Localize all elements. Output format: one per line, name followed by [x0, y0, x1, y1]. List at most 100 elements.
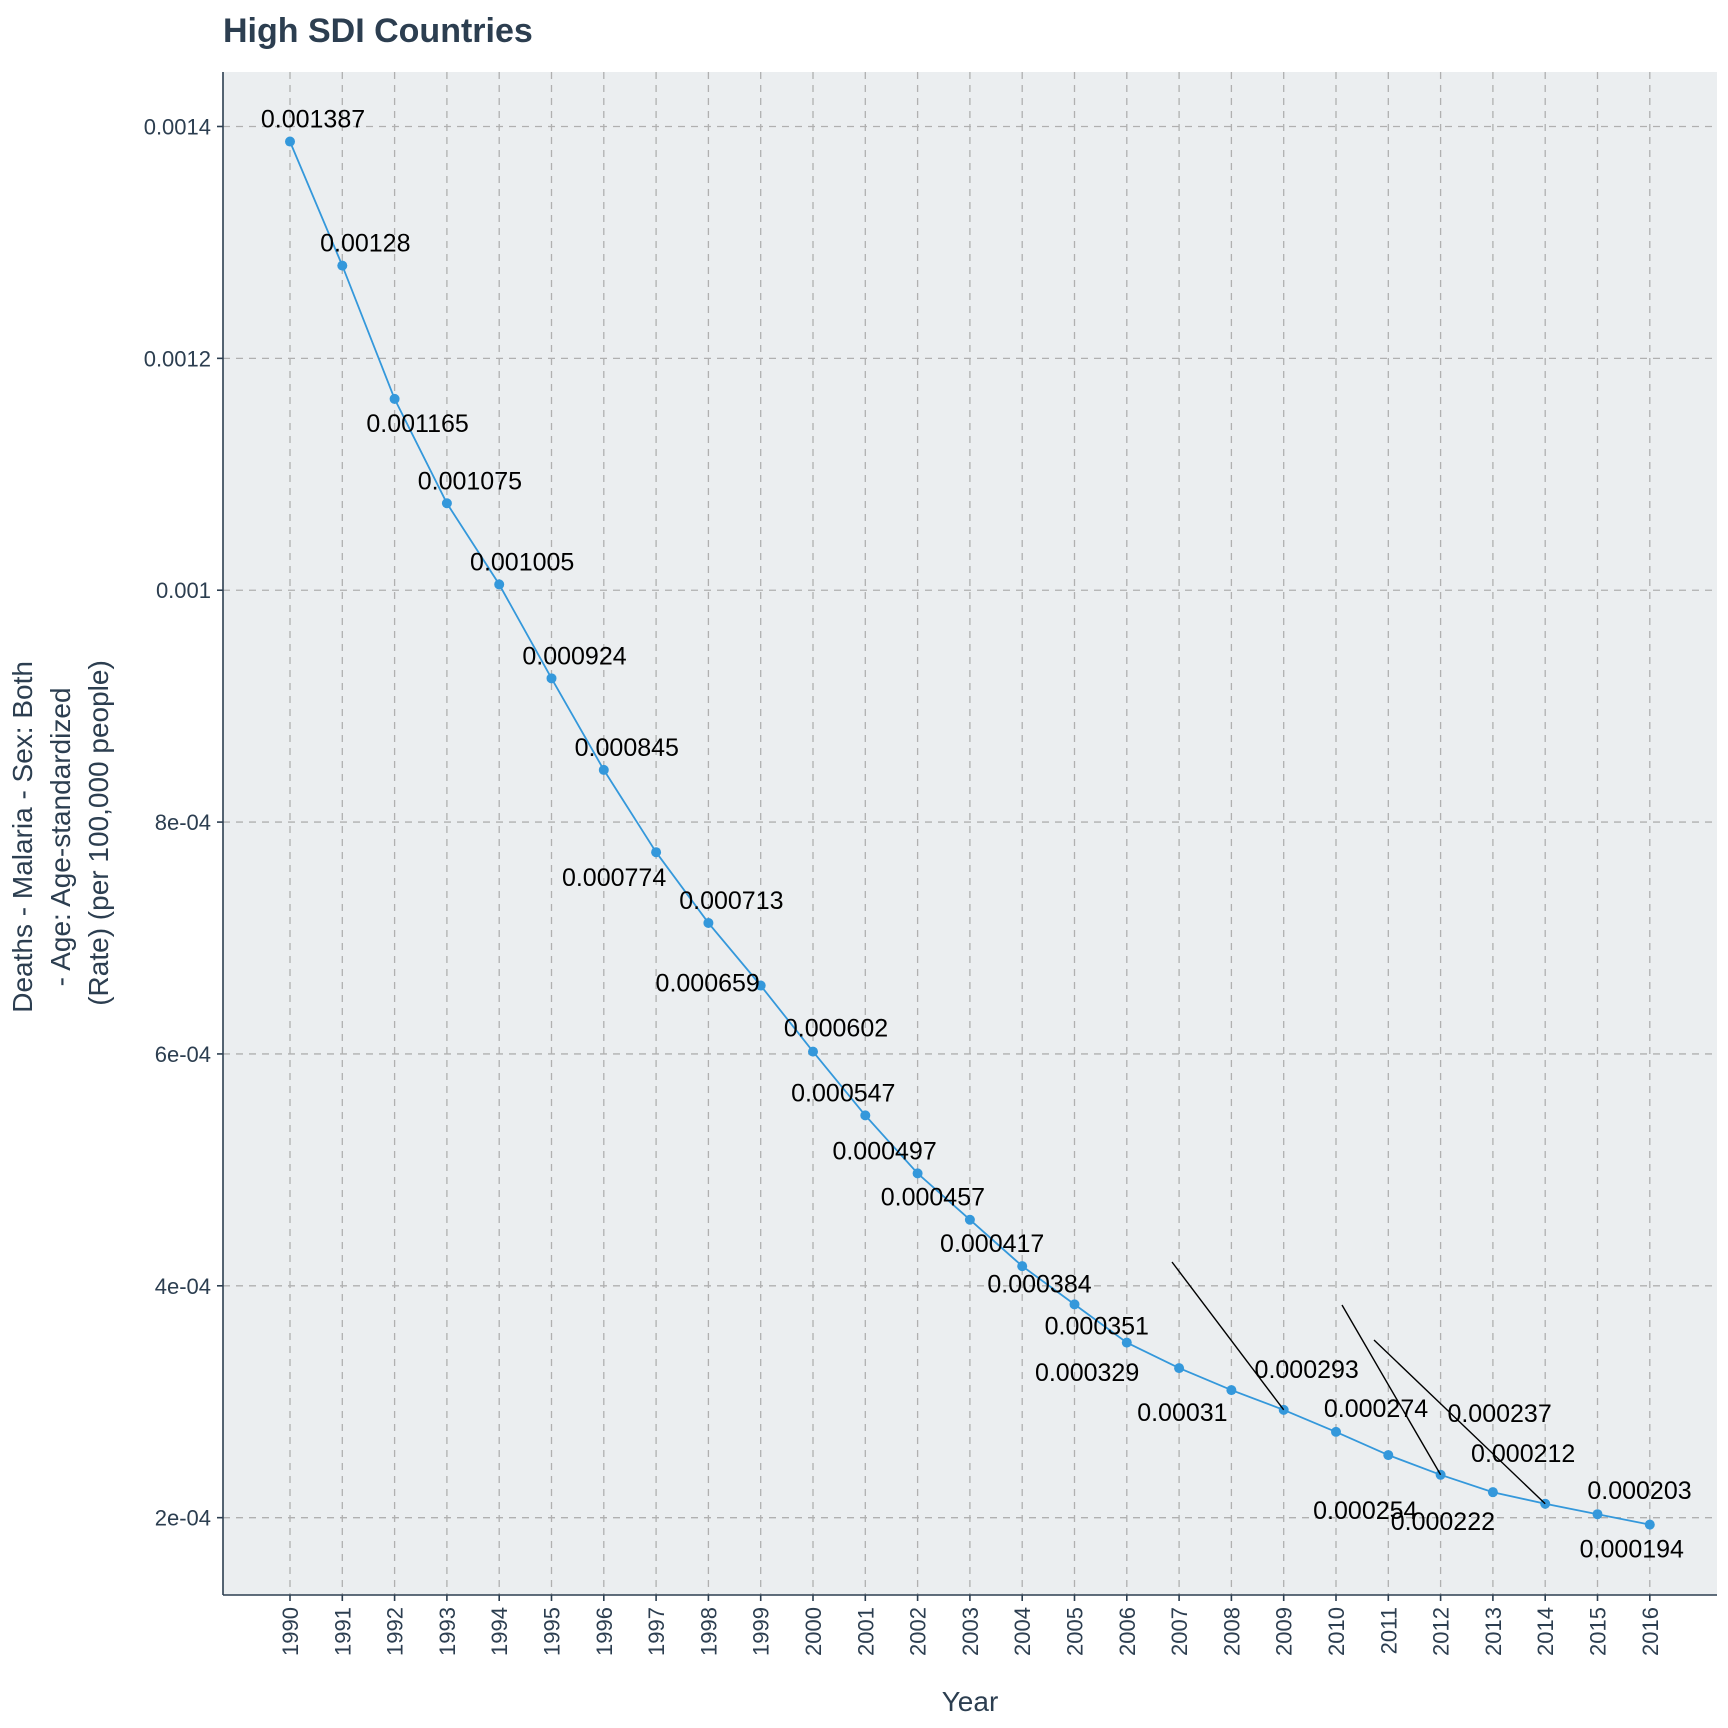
data-point: [651, 847, 662, 858]
x-tick-label: 2014: [1533, 1607, 1558, 1656]
data-label: 0.000293: [1255, 1356, 1359, 1384]
x-tick-label: 2016: [1638, 1607, 1663, 1656]
data-label: 0.000497: [832, 1137, 936, 1165]
y-tick-label: 8e-04: [155, 810, 211, 835]
x-tick-label: 2011: [1376, 1607, 1401, 1654]
y-axis-title-line-1: Deaths - Malaria - Sex: Both: [7, 661, 38, 1013]
label-leader-line: [1373, 1339, 1546, 1505]
data-point: [1069, 1299, 1080, 1310]
data-point: [1331, 1426, 1341, 1437]
data-point: [755, 980, 766, 991]
y-tick-label: 0.001: [156, 578, 211, 603]
data-label: 0.000254: [1313, 1497, 1417, 1525]
data-point: [285, 136, 295, 147]
data-label: 0.001005: [470, 548, 574, 576]
data-label: 0.000203: [1587, 1477, 1691, 1505]
y-tick-label: 4e-04: [155, 1274, 211, 1299]
x-tick-label: 1994: [487, 1607, 512, 1656]
y-tick-label: 2e-04: [155, 1506, 211, 1531]
data-point: [1226, 1385, 1237, 1396]
data-label: 0.000924: [522, 642, 626, 670]
x-tick-label: 2002: [906, 1607, 931, 1656]
axes: [217, 72, 1717, 1601]
data-point: [1383, 1450, 1394, 1461]
data-label: 0.000329: [1035, 1359, 1139, 1387]
data-label: 0.000194: [1580, 1536, 1684, 1564]
y-tick-label: 6e-04: [155, 1042, 211, 1067]
x-tick-label: 2000: [801, 1607, 826, 1656]
data-label: 0.000237: [1447, 1400, 1551, 1428]
data-labels: 0.001387 0.00128 0.001165 0.001075 0.001005 0…: [261, 106, 1692, 1564]
data-label: 0.000212: [1471, 1440, 1575, 1468]
data-point: [389, 393, 400, 404]
x-tick-label: 1992: [383, 1607, 408, 1656]
data-label: 0.000845: [575, 734, 679, 762]
x-tick-label: 2008: [1219, 1607, 1244, 1656]
data-label: 0.000713: [679, 887, 783, 915]
data-point: [808, 1046, 818, 1057]
tick-labels: 2e-04 4e-04 6e-04 8e-04 0.001 0.0012 0.0014 199…: [144, 114, 1663, 1655]
x-tick-label: 2010: [1324, 1607, 1349, 1656]
data-point: [1017, 1261, 1028, 1272]
data-label: 0.000274: [1324, 1395, 1428, 1423]
x-tick-label: 1999: [749, 1607, 774, 1656]
series-line: [285, 136, 1655, 1530]
data-point: [598, 764, 609, 775]
x-tick-label: 2003: [958, 1607, 983, 1656]
data-label: 0.00031: [1137, 1399, 1227, 1427]
gridlines: [223, 72, 1717, 1595]
x-tick-label: 2005: [1063, 1607, 1088, 1656]
data-label: 0.000774: [562, 864, 666, 892]
data-point: [1592, 1509, 1603, 1520]
data-label: 0.000547: [791, 1079, 895, 1107]
label-leader-line: [1171, 1261, 1285, 1411]
x-tick-label: 2015: [1586, 1607, 1611, 1656]
y-tick-label: 0.0012: [144, 346, 211, 371]
data-point: [337, 260, 348, 271]
x-tick-label: 2006: [1115, 1607, 1140, 1656]
x-tick-label: 2013: [1481, 1607, 1506, 1656]
x-tick-label: 2004: [1010, 1607, 1035, 1656]
data-point: [703, 917, 714, 928]
data-label: 0.000457: [881, 1184, 985, 1212]
data-point: [1121, 1337, 1132, 1348]
chart-title: High SDI Countries: [223, 12, 533, 50]
x-tick-label: 2012: [1429, 1607, 1454, 1656]
y-axis-title-line-2: - Age: Age-standardized: [45, 687, 76, 986]
data-label: 0.00128: [320, 230, 410, 258]
data-point: [441, 498, 452, 509]
data-label: 0.000384: [987, 1270, 1091, 1298]
x-tick-label: 1993: [435, 1607, 460, 1656]
x-tick-label: 1998: [696, 1607, 721, 1656]
data-point: [546, 673, 557, 684]
x-tick-label: 1990: [278, 1607, 303, 1656]
data-point: [964, 1214, 975, 1225]
data-label: 0.000602: [784, 1015, 888, 1043]
data-point: [1644, 1519, 1655, 1530]
data-label: 0.000659: [656, 970, 760, 998]
x-tick-label: 1995: [540, 1607, 565, 1656]
data-label: 0.001165: [366, 410, 468, 438]
data-point: [494, 579, 505, 590]
y-axis-title-line-3: (Rate) (per 100,000 people): [83, 660, 114, 1006]
x-tick-label: 1996: [592, 1607, 617, 1656]
x-tick-label: 2007: [1167, 1607, 1192, 1656]
data-label: 0.001387: [261, 106, 365, 134]
data-point: [1487, 1487, 1498, 1498]
data-point: [912, 1168, 923, 1179]
data-point: [1174, 1363, 1185, 1374]
plot-panel: [223, 72, 1717, 1595]
data-label: 0.000222: [1391, 1508, 1495, 1536]
data-label: 0.000351: [1045, 1313, 1149, 1341]
x-axis-title: Year: [942, 1686, 999, 1717]
x-tick-label: 1991: [330, 1607, 355, 1656]
y-tick-label: 0.0014: [144, 114, 211, 139]
data-label: 0.000417: [940, 1230, 1044, 1258]
data-label: 0.001075: [418, 467, 522, 495]
label-leader-line: [1341, 1304, 1442, 1476]
data-point: [860, 1110, 871, 1121]
x-tick-label: 1997: [644, 1607, 669, 1656]
x-tick-label: 2009: [1272, 1607, 1297, 1656]
